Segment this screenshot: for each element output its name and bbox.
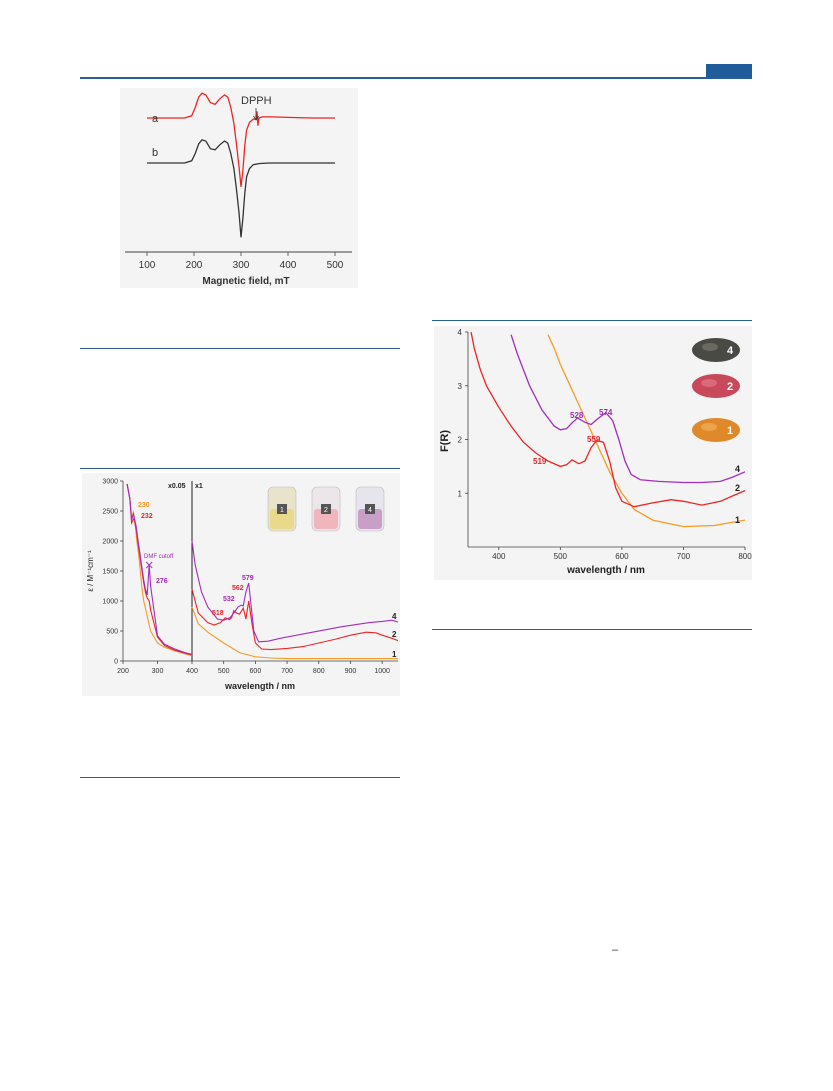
uv-x-tick-label: 300 bbox=[152, 668, 164, 675]
sample-2-label: 2 bbox=[727, 381, 733, 393]
uv-series-2-uv-line bbox=[126, 483, 193, 656]
uv-peak-518: 518 bbox=[212, 610, 224, 617]
fr-peak-519: 519 bbox=[533, 457, 547, 466]
fr-x-tick-label: 600 bbox=[615, 552, 629, 561]
uv-series-4-vis-line bbox=[191, 540, 399, 643]
uv-x-axis-title: wavelength / nm bbox=[224, 681, 295, 691]
section-rule-right-2 bbox=[432, 629, 752, 630]
uv-dmf-cutoff-marker bbox=[145, 561, 153, 569]
uv-y-tick-label: 2000 bbox=[102, 539, 118, 546]
uv-y-tick-label: 3000 bbox=[102, 479, 118, 486]
uv-peak-532: 532 bbox=[223, 596, 235, 603]
epr-x-tick-label: 500 bbox=[327, 260, 344, 271]
uv-y-tick-label: 500 bbox=[106, 629, 118, 636]
uv-y-tick-label: 1000 bbox=[102, 599, 118, 606]
fr-x-tick-label: 700 bbox=[677, 552, 691, 561]
uv-peak-232: 232 bbox=[141, 513, 153, 520]
fr-end-label-4: 4 bbox=[735, 464, 740, 474]
epr-x-tick-label: 200 bbox=[186, 260, 203, 271]
uv-dmf-cutoff: DMF cutoff bbox=[144, 554, 174, 560]
fr-peak-559: 559 bbox=[587, 435, 601, 444]
uv-series-1-vis-line bbox=[191, 606, 398, 660]
fr-series-4-line bbox=[510, 334, 746, 484]
uv-peak-276: 276 bbox=[156, 578, 168, 585]
epr-x-axis-title: Magnetic field, mT bbox=[202, 276, 289, 287]
uv-x-tick-label: 500 bbox=[218, 668, 230, 675]
fr-series-2-line bbox=[470, 331, 746, 508]
vial-2-label: 2 bbox=[324, 507, 328, 514]
epr-x-tick-label: 300 bbox=[233, 260, 250, 271]
reflectance-figure: 400 500 600 700 800 1 2 3 4 4 2 1 528 574 519 55… bbox=[434, 326, 752, 580]
uv-y-tick-label: 1500 bbox=[102, 569, 118, 576]
vial-1: 1 bbox=[267, 486, 297, 532]
header-tab bbox=[706, 64, 752, 77]
section-rule-right-1 bbox=[432, 320, 752, 321]
vial-4-label: 4 bbox=[368, 507, 372, 514]
fr-x-tick-label: 500 bbox=[554, 552, 568, 561]
uv-peak-579: 579 bbox=[242, 575, 254, 582]
reflectance-chart: 400 500 600 700 800 1 2 3 4 4 2 1 528 574 519 55… bbox=[439, 328, 752, 576]
uv-end-label-1: 1 bbox=[392, 650, 397, 659]
section-rule-left-1 bbox=[80, 348, 400, 349]
fr-peak-574: 574 bbox=[599, 408, 613, 417]
uv-scale-left: x0.05 bbox=[168, 483, 186, 490]
uv-end-label-2: 2 bbox=[392, 630, 397, 639]
fr-x-axis-title: wavelength / nm bbox=[566, 565, 645, 576]
fr-y-tick-label: 4 bbox=[458, 328, 463, 337]
epr-series-b-line bbox=[147, 139, 335, 238]
uv-peak-562: 562 bbox=[232, 585, 244, 592]
header-rule bbox=[80, 77, 752, 79]
uv-x-tick-label: 900 bbox=[345, 668, 357, 675]
vial-2: 2 bbox=[311, 486, 341, 532]
epr-x-tick-label: 100 bbox=[139, 260, 156, 271]
uv-x-tick-label: 800 bbox=[313, 668, 325, 675]
uvvis-chart: 0 500 1000 1500 2000 2500 3000 200 300 400 500 600 7… bbox=[86, 479, 399, 691]
epr-series-label-a: a bbox=[152, 113, 159, 125]
fr-x-tick-label: 800 bbox=[738, 552, 752, 561]
fr-x-tick-label: 400 bbox=[492, 552, 506, 561]
fr-peak-528: 528 bbox=[570, 411, 584, 420]
epr-series-label-b: b bbox=[152, 147, 158, 159]
sample-4-photo: 4 bbox=[692, 338, 740, 362]
sample-4-label: 4 bbox=[727, 345, 734, 357]
epr-dpph-label: DPPH bbox=[241, 95, 272, 107]
sample-1-photo: 1 bbox=[692, 418, 740, 442]
sample-1-label: 1 bbox=[727, 425, 733, 437]
fr-end-label-1: 1 bbox=[735, 515, 740, 525]
epr-series-a-line bbox=[147, 92, 335, 187]
section-rule-left-3 bbox=[80, 777, 400, 778]
uv-y-tick-label: 2500 bbox=[102, 509, 118, 516]
epr-x-tick-label: 400 bbox=[280, 260, 297, 271]
uv-series-4-uv-line bbox=[126, 483, 193, 655]
uv-x-tick-label: 700 bbox=[281, 668, 293, 675]
section-rule-left-2 bbox=[80, 468, 400, 469]
fr-series-1-line bbox=[547, 334, 746, 528]
uv-series-1-uv-line bbox=[126, 483, 193, 657]
sample-2-photo: 2 bbox=[692, 374, 740, 398]
uv-y-tick-label: 0 bbox=[114, 659, 118, 666]
vial-4: 4 bbox=[355, 486, 385, 532]
uv-end-label-4: 4 bbox=[392, 612, 397, 621]
fr-y-tick-label: 3 bbox=[458, 382, 463, 391]
uv-x-tick-label: 1000 bbox=[374, 668, 390, 675]
uv-y-axis-title: ε / M⁻¹cm⁻¹ bbox=[86, 550, 95, 592]
uv-scale-right: x1 bbox=[195, 483, 203, 490]
uv-peak-230: 230 bbox=[138, 502, 150, 509]
fr-y-axis-title: F(R) bbox=[439, 430, 451, 452]
uv-x-tick-label: 600 bbox=[250, 668, 262, 675]
fr-y-tick-label: 2 bbox=[458, 436, 463, 445]
uvvis-figure: 0 500 1000 1500 2000 2500 3000 200 300 400 500 600 7… bbox=[82, 473, 400, 696]
fr-end-label-2: 2 bbox=[735, 483, 740, 493]
vial-1-label: 1 bbox=[280, 507, 284, 514]
epr-chart: 100 200 300 400 500 a b DPPH Magnetic field,… bbox=[125, 92, 352, 287]
uv-x-tick-label: 200 bbox=[117, 668, 129, 675]
stray-dash: – bbox=[612, 944, 619, 956]
epr-dpph-arrow-head bbox=[253, 115, 259, 121]
epr-figure: 100 200 300 400 500 a b DPPH Magnetic field,… bbox=[120, 88, 358, 288]
uv-x-tick-label: 400 bbox=[186, 668, 198, 675]
fr-y-tick-label: 1 bbox=[458, 489, 463, 498]
